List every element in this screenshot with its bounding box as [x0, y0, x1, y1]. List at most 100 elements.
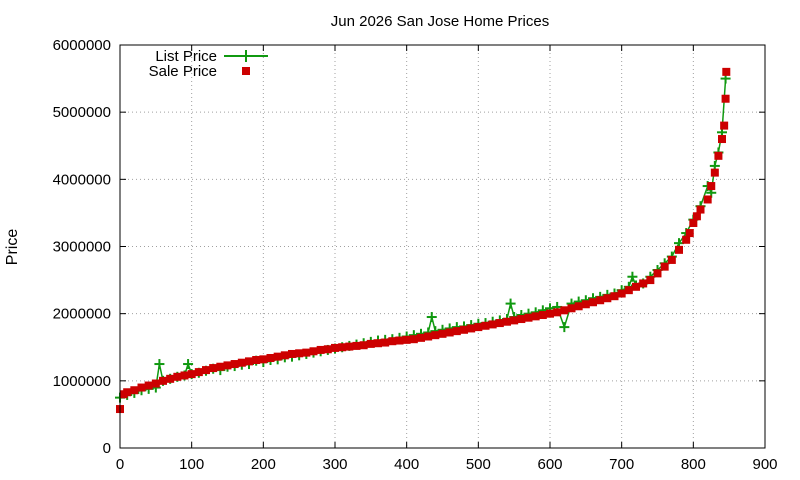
sale-price-point	[495, 319, 504, 328]
sale-price-point	[720, 121, 729, 130]
sale-price-point	[675, 245, 683, 254]
sale-price-point	[667, 255, 676, 264]
x-tick-label: 900	[752, 456, 777, 473]
y-tick-label: 6000000	[53, 37, 111, 54]
sale-price-point	[488, 320, 497, 329]
sale-price-point	[481, 321, 490, 330]
axis-ticks: 0 100 200 300 400 500 600 700 800 900 0 1000000 2000…	[53, 37, 778, 473]
sale-price-point	[144, 381, 153, 390]
legend-marker-list-price	[240, 50, 252, 62]
sale-price-point	[331, 343, 339, 352]
list-price-point	[627, 271, 638, 282]
y-tick-label: 0	[103, 440, 111, 457]
sale-price-point	[381, 338, 390, 347]
sale-price-point	[194, 368, 203, 377]
sale-price-point	[209, 364, 218, 373]
sale-price-point	[722, 67, 731, 76]
sale-price-point	[309, 347, 318, 356]
sale-price-point	[388, 337, 397, 346]
sale-price-point	[223, 361, 232, 370]
sale-price-point	[352, 341, 361, 350]
sale-price-point	[445, 328, 454, 337]
sale-price-point	[721, 94, 730, 103]
sale-price-point	[546, 309, 554, 318]
sale-price-point	[610, 292, 619, 301]
sale-price-point	[288, 349, 296, 358]
sale-price-point	[685, 229, 694, 238]
legend: List Price Sale Price	[149, 48, 268, 80]
sale-price-point	[510, 316, 519, 325]
sale-price-point	[273, 352, 282, 361]
sale-price-point	[703, 195, 712, 204]
sale-price-point	[316, 345, 325, 354]
sale-price-point	[359, 341, 368, 350]
sale-price-point	[402, 335, 411, 344]
sale-price-point	[323, 345, 332, 354]
sale-price-point	[180, 371, 189, 380]
x-tick-label: 500	[466, 456, 491, 473]
sale-price-point	[467, 324, 476, 333]
list-price-point	[426, 312, 437, 323]
x-tick-label: 800	[681, 456, 706, 473]
x-tick-label: 100	[179, 456, 204, 473]
sale-price-point	[603, 294, 612, 303]
sale-price-point	[252, 356, 261, 365]
x-tick-label: 200	[251, 456, 276, 473]
series-list-price	[115, 73, 731, 403]
sale-price-point	[259, 355, 268, 364]
sale-price-point	[159, 376, 167, 385]
sale-price-point	[710, 168, 719, 177]
plot-frame	[119, 44, 766, 449]
series-sale-price	[116, 67, 731, 414]
y-tick-label: 2000000	[53, 306, 111, 323]
sale-price-point	[714, 151, 723, 160]
sale-price-point	[696, 205, 705, 214]
sale-price-point	[617, 289, 626, 298]
y-tick-label: 1000000	[53, 373, 111, 390]
sale-price-point	[438, 329, 447, 338]
sale-price-point	[574, 302, 583, 311]
chart-title: Jun 2026 San Jose Home Prices	[331, 13, 549, 30]
sale-price-point	[345, 342, 354, 351]
sale-price-point	[245, 357, 253, 366]
y-axis-label: Price	[4, 229, 21, 266]
sale-price-point	[589, 298, 597, 307]
sale-price-point	[280, 351, 289, 360]
grid-lines	[120, 45, 765, 448]
sale-price-point	[452, 327, 461, 336]
sale-price-point	[653, 269, 662, 278]
sale-price-point	[718, 135, 726, 144]
sale-price-point	[187, 370, 196, 379]
sale-price-point	[689, 218, 698, 227]
sale-price-point	[202, 366, 210, 375]
sale-price-point	[581, 300, 590, 309]
sale-price-point	[237, 358, 246, 367]
sale-price-point	[553, 308, 562, 317]
sale-price-point	[524, 313, 533, 322]
sale-price-point	[130, 386, 139, 395]
sale-price-point	[417, 333, 425, 342]
sale-price-point	[166, 374, 175, 383]
sale-price-point	[639, 279, 648, 288]
sale-price-point	[151, 379, 160, 388]
legend-label-list-price: List Price	[155, 48, 217, 65]
sale-price-point	[295, 349, 304, 358]
legend-marker-sale-price	[242, 67, 250, 75]
sale-price-point	[460, 325, 468, 334]
sale-price-point	[707, 182, 716, 191]
x-tick-label: 0	[116, 456, 124, 473]
list-price-point	[183, 359, 194, 370]
x-tick-label: 300	[322, 456, 347, 473]
list-price-point	[154, 359, 165, 370]
sale-price-point	[395, 336, 404, 345]
sale-price-point	[424, 332, 433, 341]
list-price-point	[559, 322, 570, 333]
sale-price-point	[567, 304, 576, 313]
sale-price-point	[660, 262, 669, 271]
sale-price-point	[682, 235, 691, 244]
sale-price-point	[374, 339, 382, 348]
sale-price-point	[692, 212, 701, 221]
sale-price-point	[596, 296, 605, 305]
sale-price-point	[646, 276, 655, 285]
